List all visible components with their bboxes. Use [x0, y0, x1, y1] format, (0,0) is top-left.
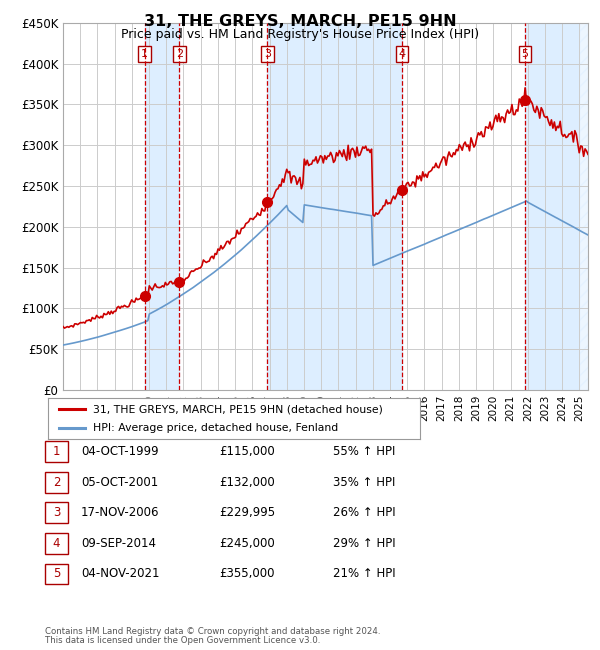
Text: 21% ↑ HPI: 21% ↑ HPI — [333, 567, 395, 580]
Text: 5: 5 — [521, 49, 529, 59]
Text: 4: 4 — [398, 49, 406, 59]
Text: Price paid vs. HM Land Registry's House Price Index (HPI): Price paid vs. HM Land Registry's House … — [121, 28, 479, 41]
Text: 05-OCT-2001: 05-OCT-2001 — [81, 476, 158, 489]
Text: 5: 5 — [53, 567, 60, 580]
Bar — [145, 23, 179, 390]
Text: 3: 3 — [53, 506, 60, 519]
Text: 04-OCT-1999: 04-OCT-1999 — [81, 445, 158, 458]
Text: £115,000: £115,000 — [219, 445, 275, 458]
Text: 2: 2 — [176, 49, 183, 59]
Text: 26% ↑ HPI: 26% ↑ HPI — [333, 506, 395, 519]
Text: 1: 1 — [53, 445, 60, 458]
Text: £229,995: £229,995 — [219, 506, 275, 519]
Text: £355,000: £355,000 — [219, 567, 275, 580]
Text: £132,000: £132,000 — [219, 476, 275, 489]
Text: 31, THE GREYS, MARCH, PE15 9HN (detached house): 31, THE GREYS, MARCH, PE15 9HN (detached… — [92, 404, 383, 414]
Text: 1: 1 — [141, 49, 148, 59]
Text: 04-NOV-2021: 04-NOV-2021 — [81, 567, 160, 580]
Text: Contains HM Land Registry data © Crown copyright and database right 2024.: Contains HM Land Registry data © Crown c… — [45, 627, 380, 636]
Bar — [268, 23, 402, 390]
Text: 3: 3 — [264, 49, 271, 59]
Bar — [525, 23, 580, 390]
Text: 35% ↑ HPI: 35% ↑ HPI — [333, 476, 395, 489]
Text: 31, THE GREYS, MARCH, PE15 9HN: 31, THE GREYS, MARCH, PE15 9HN — [143, 14, 457, 29]
Text: 09-SEP-2014: 09-SEP-2014 — [81, 537, 156, 550]
Text: 2: 2 — [53, 476, 60, 489]
Text: 29% ↑ HPI: 29% ↑ HPI — [333, 537, 395, 550]
Text: 55% ↑ HPI: 55% ↑ HPI — [333, 445, 395, 458]
Text: 17-NOV-2006: 17-NOV-2006 — [81, 506, 160, 519]
Bar — [580, 23, 588, 390]
Text: This data is licensed under the Open Government Licence v3.0.: This data is licensed under the Open Gov… — [45, 636, 320, 645]
Text: HPI: Average price, detached house, Fenland: HPI: Average price, detached house, Fenl… — [92, 423, 338, 433]
Text: £245,000: £245,000 — [219, 537, 275, 550]
Text: 4: 4 — [53, 537, 60, 550]
